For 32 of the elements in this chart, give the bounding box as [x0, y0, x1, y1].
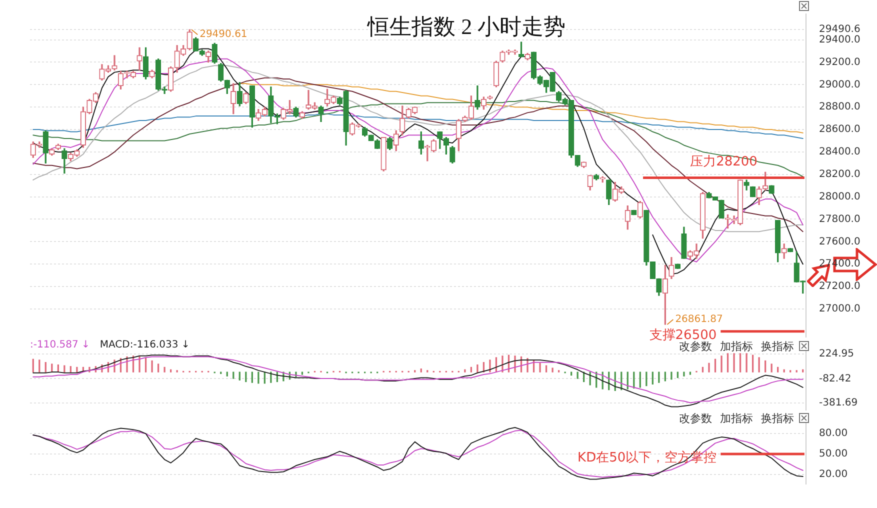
y-tick-label: 224.95 — [819, 348, 854, 360]
y-tick-label: 29000.0 — [819, 79, 860, 90]
candlestick — [112, 55, 118, 70]
annotation: 26861.87 — [675, 314, 723, 326]
y-tick-label: 50.00 — [819, 448, 848, 460]
y-tick-label: 28000.0 — [819, 191, 860, 202]
y-tick-label: 80.00 — [819, 428, 848, 440]
ref-line-label: 压力28200 — [690, 154, 758, 170]
annotation: 换指标 — [761, 412, 794, 425]
y-tick-label: 29200.0 — [819, 56, 860, 68]
chart-title: 恒生指数 2 小时走势 — [366, 14, 566, 39]
y-tick-label: 27200.0 — [819, 281, 860, 292]
y-tick-label: 27600.0 — [819, 236, 860, 248]
y-tick-label: 28800.0 — [819, 102, 860, 113]
y-tick-label: 27800.0 — [819, 214, 860, 225]
y-tick-label: -82.42 — [819, 373, 852, 384]
series-label: MACD:-116.033 ↓ — [100, 340, 190, 351]
annotation: 加指标 — [720, 340, 753, 353]
y-tick-label: 20.00 — [819, 469, 848, 480]
y-tick-label: 28400.0 — [819, 146, 860, 158]
annotation: 改参数 — [679, 412, 712, 425]
y-tick-label: 28200.0 — [819, 168, 860, 180]
annotation: 加指标 — [720, 412, 753, 425]
y-tick-label: 29400.0 — [819, 34, 860, 46]
annotation: 改参数 — [679, 340, 712, 353]
series-label: :-110.587 ↓ — [30, 340, 90, 351]
y-tick-label: 28600.0 — [819, 124, 860, 136]
y-tick-label: 27000.0 — [819, 304, 860, 315]
y-tick-label: -381.69 — [819, 397, 858, 408]
y-tick-label: 29490.6 — [819, 24, 860, 36]
annotation: 29490.61 — [200, 29, 248, 40]
annotation: 换指标 — [761, 340, 794, 353]
